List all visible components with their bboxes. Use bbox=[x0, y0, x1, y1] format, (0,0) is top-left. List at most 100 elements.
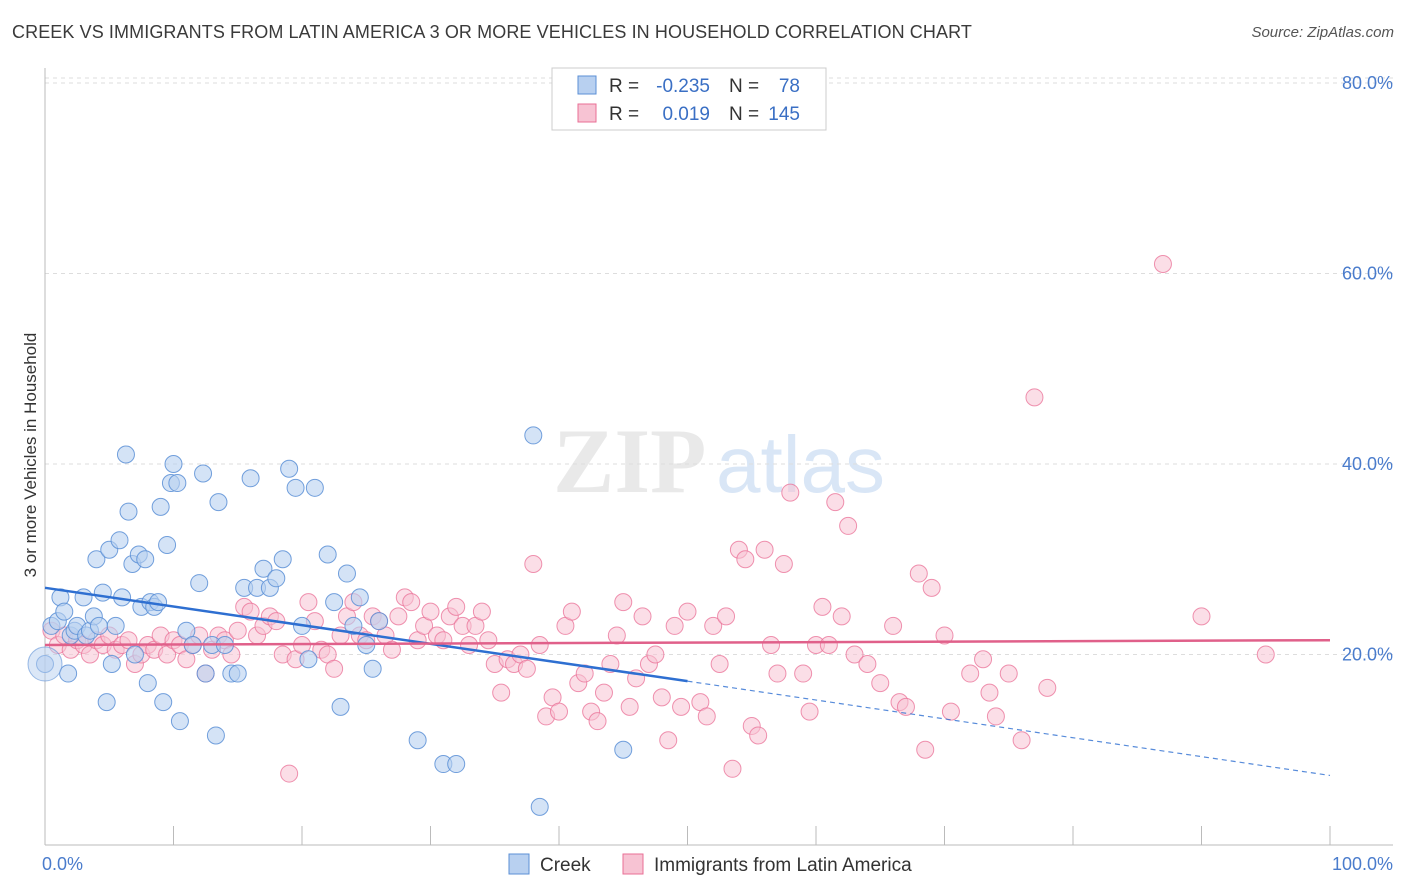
creek-point bbox=[267, 569, 286, 588]
creek-point bbox=[119, 502, 138, 521]
creek-point bbox=[273, 550, 292, 569]
latin-point bbox=[871, 674, 890, 693]
latin-point bbox=[479, 631, 498, 650]
latin-point bbox=[935, 626, 954, 645]
latin-point bbox=[421, 602, 440, 621]
latin-point bbox=[749, 726, 768, 745]
latin-point bbox=[659, 731, 678, 750]
creek-point bbox=[344, 616, 363, 635]
trend-lines bbox=[44, 586, 1331, 777]
latin-point bbox=[1192, 607, 1211, 626]
latin-point bbox=[922, 578, 941, 597]
latin-point bbox=[228, 621, 247, 640]
y-tick-label: 60.0% bbox=[1342, 264, 1393, 284]
creek-point bbox=[196, 664, 215, 683]
creek-points bbox=[27, 426, 633, 816]
creek-point bbox=[280, 459, 299, 478]
y-tick-label: 20.0% bbox=[1342, 645, 1393, 665]
legend-swatch-latin bbox=[622, 853, 644, 875]
latin-point bbox=[896, 697, 915, 716]
legend-label-latin: Immigrants from Latin America bbox=[654, 855, 912, 876]
latin-point bbox=[710, 655, 729, 674]
creek-point bbox=[27, 646, 63, 682]
latin-point bbox=[672, 697, 691, 716]
watermark-zip: ZIP bbox=[553, 410, 706, 512]
latin-trend-line bbox=[44, 638, 1331, 647]
latin-point bbox=[819, 635, 838, 654]
creek-point bbox=[447, 755, 466, 774]
creek-point bbox=[106, 616, 125, 635]
creek-point bbox=[241, 469, 260, 488]
creek-point bbox=[138, 674, 157, 693]
creek-point bbox=[102, 655, 121, 674]
latin-point bbox=[646, 645, 665, 664]
latin-point bbox=[717, 607, 736, 626]
creek-trend-line bbox=[44, 586, 688, 683]
creek-point bbox=[209, 493, 228, 512]
latin-point bbox=[845, 645, 864, 664]
creek-n-value: 78 bbox=[779, 76, 800, 97]
creek-point bbox=[408, 731, 427, 750]
latin-point bbox=[774, 555, 793, 574]
creek-point bbox=[228, 664, 247, 683]
latin-point bbox=[697, 707, 716, 726]
creek-point bbox=[151, 497, 170, 516]
creek-point bbox=[190, 574, 209, 593]
latin-point bbox=[916, 740, 935, 759]
creek-point bbox=[206, 726, 225, 745]
creek-point bbox=[97, 693, 116, 712]
creek-point bbox=[318, 545, 337, 564]
latin-america-points bbox=[42, 254, 1275, 783]
latin-stats-swatch bbox=[577, 103, 597, 123]
latin-n-label: N = bbox=[729, 104, 759, 125]
y-tick-label: 80.0% bbox=[1342, 73, 1393, 93]
latin-point bbox=[325, 659, 344, 678]
creek-point bbox=[136, 550, 155, 569]
chart-title: CREEK VS IMMIGRANTS FROM LATIN AMERICA 3… bbox=[12, 22, 972, 42]
creek-point bbox=[168, 474, 187, 493]
creek-point bbox=[305, 478, 324, 497]
latin-point bbox=[941, 702, 960, 721]
latin-point bbox=[781, 483, 800, 502]
latin-point bbox=[1256, 645, 1275, 664]
latin-r-value: 0.019 bbox=[662, 104, 710, 125]
creek-point bbox=[363, 659, 382, 678]
creek-stats-swatch bbox=[577, 75, 597, 95]
creek-point bbox=[110, 531, 129, 550]
creek-point bbox=[331, 697, 350, 716]
latin-point bbox=[402, 593, 421, 612]
grid-lines bbox=[45, 77, 1393, 655]
latin-point bbox=[884, 616, 903, 635]
latin-point bbox=[974, 650, 993, 669]
creek-point bbox=[350, 588, 369, 607]
creek-point bbox=[530, 797, 549, 816]
creek-point bbox=[524, 426, 543, 445]
latin-point bbox=[492, 683, 511, 702]
latin-point bbox=[800, 702, 819, 721]
latin-point bbox=[986, 707, 1005, 726]
latin-point bbox=[961, 664, 980, 683]
latin-point bbox=[524, 555, 543, 574]
creek-point bbox=[370, 612, 389, 631]
y-tick-label: 40.0% bbox=[1342, 454, 1393, 474]
legend-label-creek: Creek bbox=[540, 855, 591, 876]
latin-point bbox=[550, 702, 568, 721]
latin-point bbox=[794, 664, 813, 683]
latin-r-label: R = bbox=[609, 104, 639, 125]
series-legend: Creek Immigrants from Latin America bbox=[508, 853, 912, 876]
latin-point bbox=[909, 564, 928, 583]
creek-trend-extension bbox=[687, 680, 1331, 777]
creek-point bbox=[158, 535, 177, 554]
latin-point bbox=[280, 764, 299, 783]
latin-point bbox=[678, 602, 697, 621]
latin-point bbox=[594, 683, 613, 702]
latin-point bbox=[530, 635, 549, 654]
creek-point bbox=[299, 650, 318, 669]
latin-point bbox=[813, 597, 832, 616]
creek-point bbox=[125, 645, 144, 664]
latin-point bbox=[588, 712, 607, 731]
creek-point bbox=[170, 712, 189, 731]
latin-point bbox=[517, 659, 536, 678]
latin-point bbox=[736, 550, 755, 569]
